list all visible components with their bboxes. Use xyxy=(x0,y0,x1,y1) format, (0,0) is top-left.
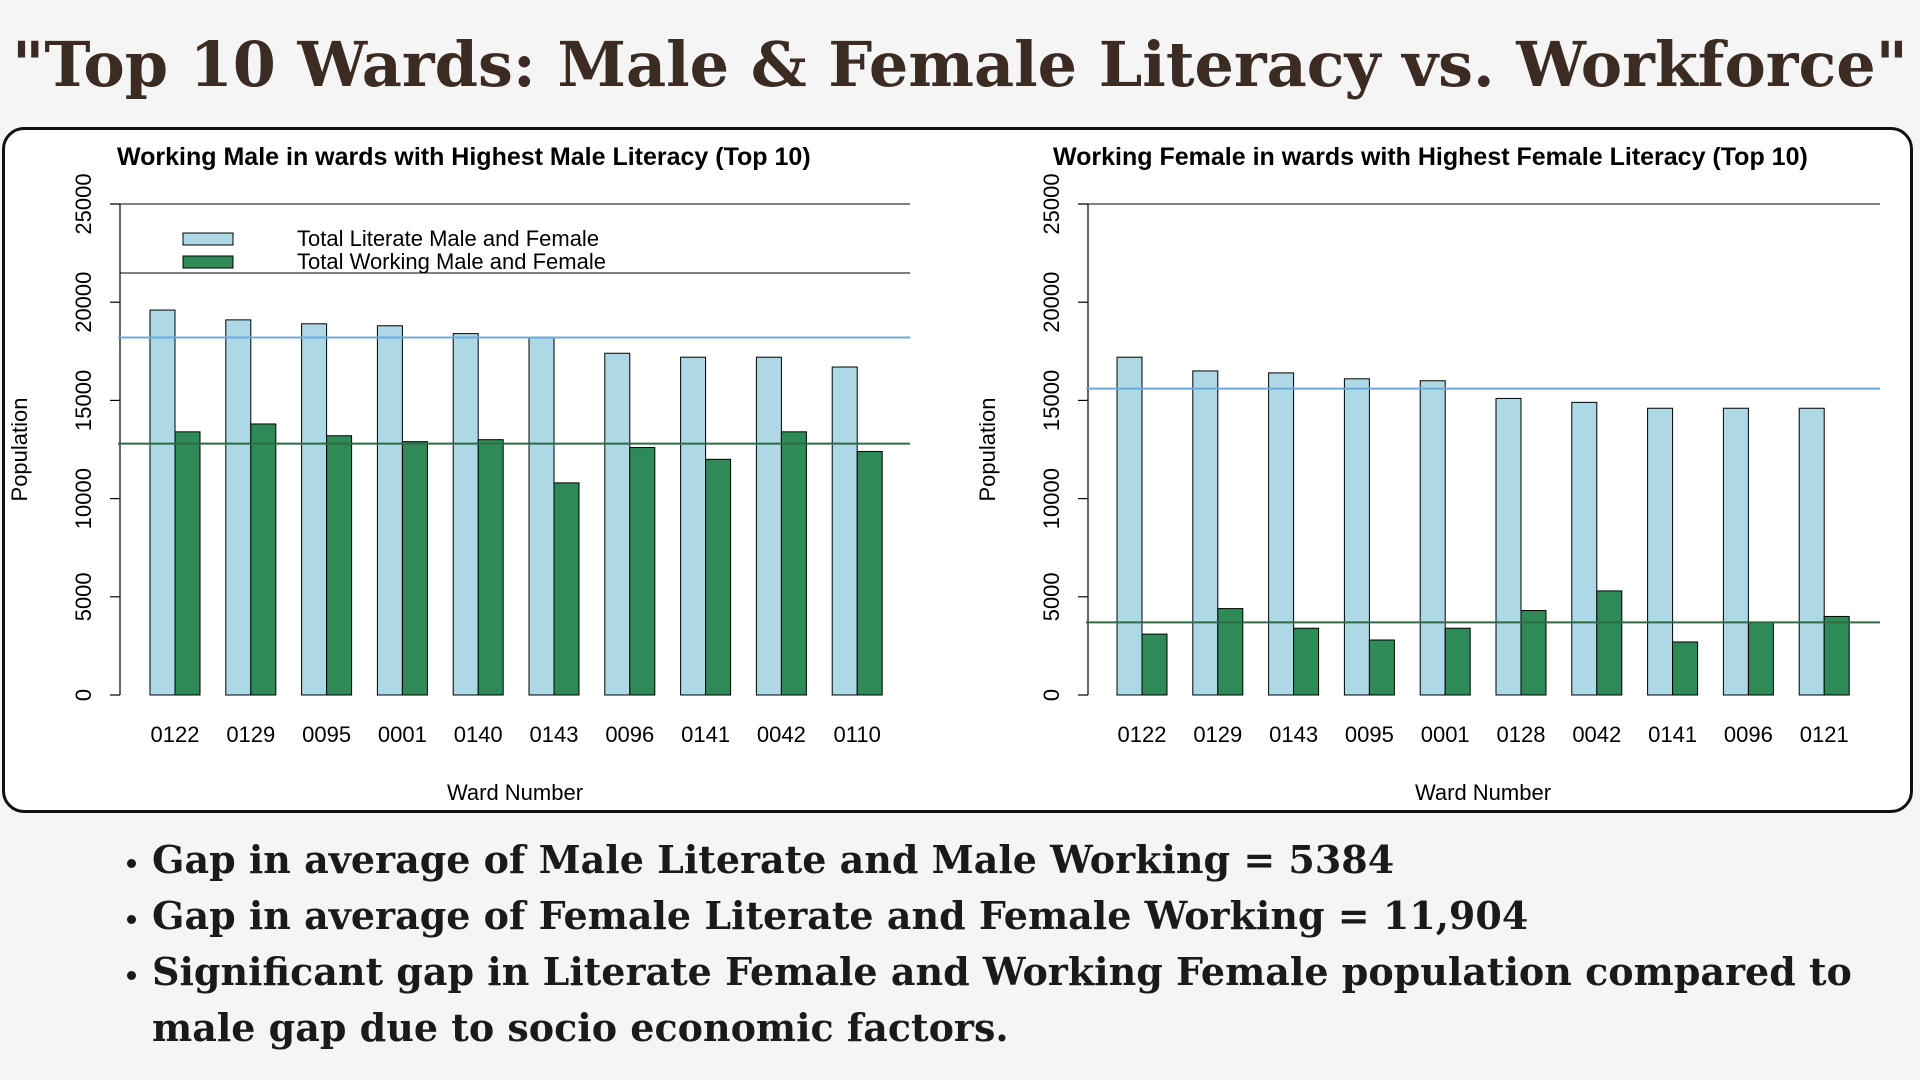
x-tick-label: 0001 xyxy=(1421,722,1470,747)
x-tick-label: 0129 xyxy=(1193,722,1242,747)
x-tick-label: 0001 xyxy=(378,722,427,747)
x-tick-label: 0141 xyxy=(681,722,730,747)
y-tick-label: 0 xyxy=(71,689,96,701)
page-title: "Top 10 Wards: Male & Female Literacy vs… xyxy=(12,28,1908,101)
y-axis-label: Population xyxy=(7,398,32,502)
y-tick-label: 15000 xyxy=(71,370,96,431)
x-axis-label: Ward Number xyxy=(447,780,583,805)
bar-working xyxy=(1368,639,1395,696)
bar-working xyxy=(1747,621,1774,696)
bar-literate xyxy=(1571,401,1598,696)
bar-working xyxy=(1444,627,1471,696)
chart-title: Working Female in wards with Highest Fem… xyxy=(1053,143,1808,171)
bar-working xyxy=(1520,610,1547,696)
bar-working xyxy=(1293,627,1320,696)
x-tick-label: 0140 xyxy=(454,722,503,747)
bar-literate xyxy=(680,356,707,696)
bar-working xyxy=(629,447,656,696)
x-tick-label: 0042 xyxy=(1572,722,1621,747)
y-axis-label: Population xyxy=(975,398,1000,502)
bar-literate xyxy=(1722,407,1749,696)
y-tick-label: 15000 xyxy=(1039,370,1064,431)
bar-literate xyxy=(1116,356,1143,696)
bar-literate xyxy=(1798,407,1825,696)
bar-literate xyxy=(225,319,252,696)
bar-literate xyxy=(604,352,631,696)
bar-literate xyxy=(301,323,328,696)
x-tick-label: 0096 xyxy=(605,722,654,747)
y-tick-label: 5000 xyxy=(1039,572,1064,621)
x-tick-label: 0110 xyxy=(834,722,881,747)
x-tick-label: 0042 xyxy=(757,722,806,747)
x-tick-label: 0095 xyxy=(1345,722,1394,747)
bar-literate xyxy=(1343,378,1370,696)
legend-label-working: Total Working Male and Female xyxy=(297,249,606,274)
bar-working xyxy=(1672,641,1699,696)
bar-working xyxy=(780,431,807,696)
bar-working xyxy=(326,435,353,696)
bar-working xyxy=(1141,633,1168,696)
x-tick-label: 0095 xyxy=(302,722,351,747)
bar-literate xyxy=(528,337,555,696)
bar-literate xyxy=(1419,380,1446,696)
y-tick-label: 25000 xyxy=(71,173,96,234)
bar-working xyxy=(705,458,732,696)
legend-swatch-working xyxy=(182,255,234,269)
x-tick-label: 0128 xyxy=(1497,722,1546,747)
bar-literate xyxy=(1647,407,1674,696)
summary-bullets: Gap in average of Male Literate and Male… xyxy=(120,832,1852,1056)
y-tick-label: 5000 xyxy=(71,572,96,621)
bar-literate xyxy=(1268,372,1295,696)
x-tick-label: 0141 xyxy=(1648,722,1697,747)
y-tick-label: 10000 xyxy=(1039,468,1064,529)
legend-swatch-literate xyxy=(182,232,234,246)
bar-literate xyxy=(831,366,858,696)
bar-working xyxy=(553,482,580,696)
bar-working xyxy=(1596,590,1623,696)
bar-working xyxy=(250,423,277,696)
x-axis-label: Ward Number xyxy=(1415,780,1551,805)
x-tick-label: 0121 xyxy=(1800,722,1849,747)
bar-working xyxy=(477,439,504,696)
chart-male: Working Male in wards with Highest Male … xyxy=(7,143,910,805)
bar-working xyxy=(401,441,428,696)
x-tick-label: 0129 xyxy=(226,722,275,747)
x-tick-label: 0122 xyxy=(1118,722,1167,747)
bullet-significant-gap: Significant gap in Literate Female and W… xyxy=(152,944,1852,1056)
bar-working xyxy=(174,431,201,696)
x-tick-label: 0143 xyxy=(1269,722,1318,747)
bar-literate xyxy=(149,309,176,696)
bar-working xyxy=(1823,615,1850,696)
x-tick-label: 0096 xyxy=(1724,722,1773,747)
y-tick-label: 25000 xyxy=(1039,173,1064,234)
bullet-male-gap: Gap in average of Male Literate and Male… xyxy=(152,832,1852,888)
y-tick-label: 20000 xyxy=(71,272,96,333)
chart-title: Working Male in wards with Highest Male … xyxy=(117,143,811,171)
y-tick-label: 0 xyxy=(1039,689,1064,701)
y-tick-label: 20000 xyxy=(1039,272,1064,333)
bar-literate xyxy=(376,325,403,696)
charts-svg: Working Male in wards with Highest Male … xyxy=(7,143,1880,805)
chart-female: Working Female in wards with Highest Fem… xyxy=(975,143,1880,805)
x-tick-label: 0122 xyxy=(151,722,200,747)
x-tick-label: 0143 xyxy=(530,722,579,747)
charts-panel: Working Male in wards with Highest Male … xyxy=(2,127,1913,813)
legend-label-literate: Total Literate Male and Female xyxy=(297,226,599,251)
bar-literate xyxy=(1192,370,1219,696)
bar-literate xyxy=(1495,397,1522,696)
bullet-female-gap: Gap in average of Female Literate and Fe… xyxy=(152,888,1852,944)
y-tick-label: 10000 xyxy=(71,468,96,529)
bar-literate xyxy=(452,333,479,696)
bar-literate xyxy=(755,356,782,696)
bar-working xyxy=(856,450,883,696)
